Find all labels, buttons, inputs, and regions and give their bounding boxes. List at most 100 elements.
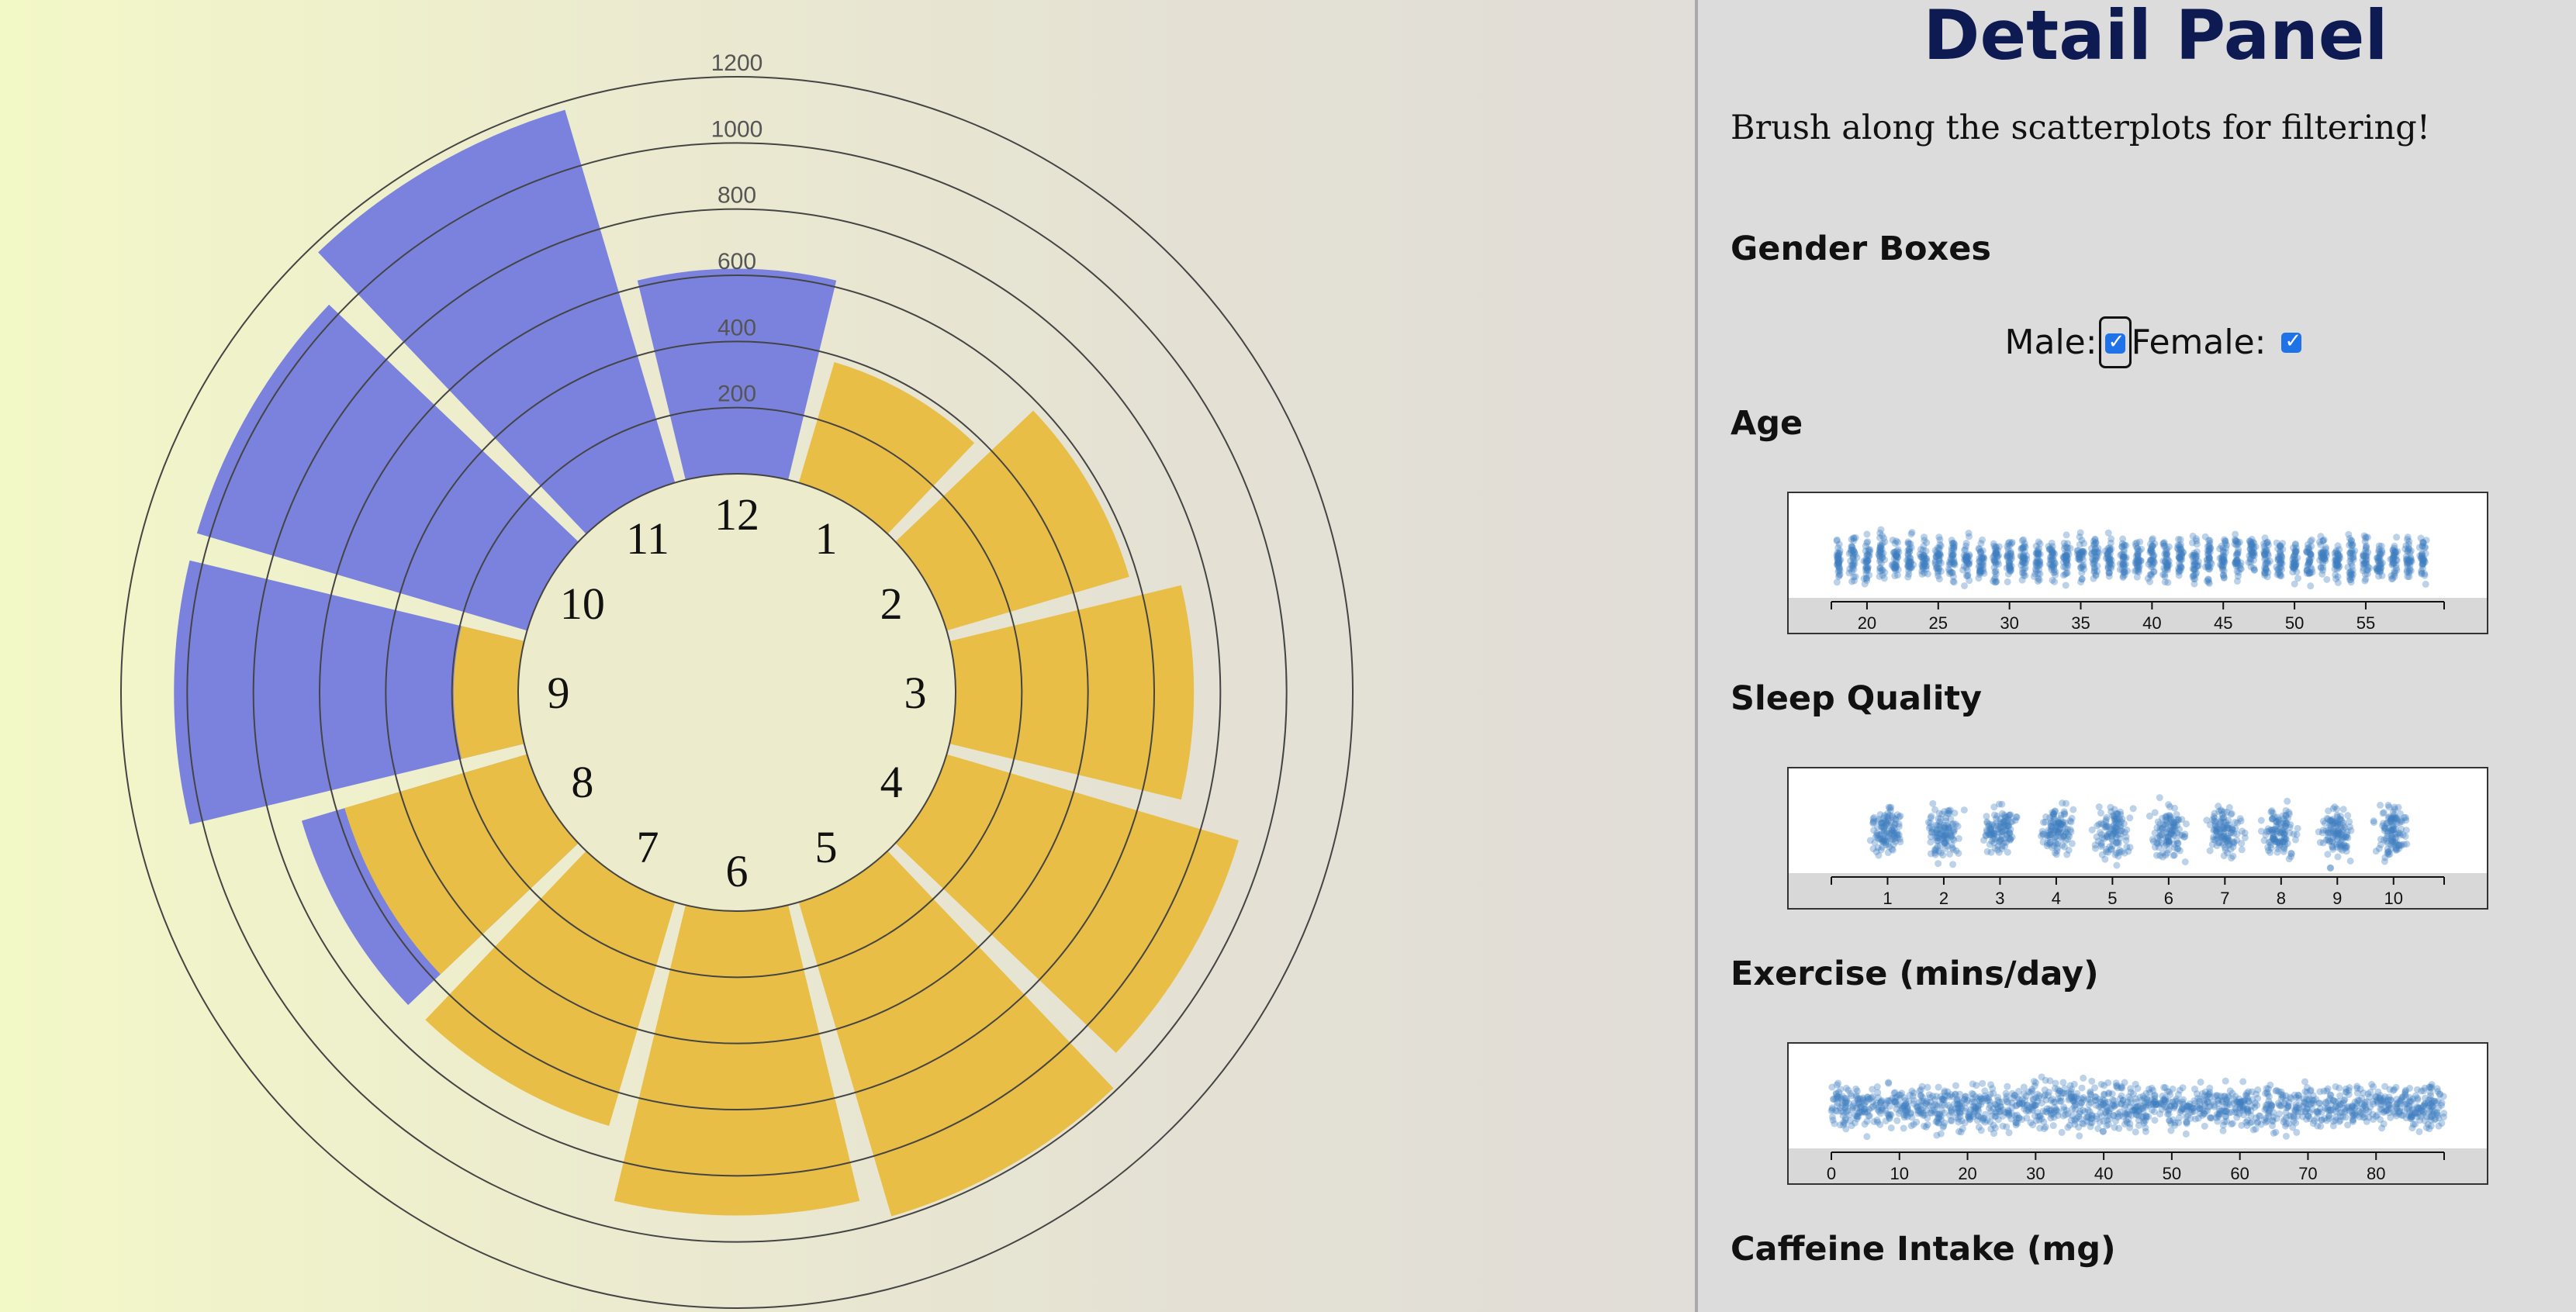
scatter-point [1962, 556, 1970, 564]
age-scatter-svg[interactable]: 20 25 30 35 40 45 50 55 [1789, 493, 2487, 633]
scatter-point [1882, 838, 1890, 846]
age-scatterplot[interactable]: 20 25 30 35 40 45 50 55 [1787, 492, 2488, 634]
scatter-point [1981, 1092, 1989, 1100]
sleep-scatter-svg[interactable]: 1 2 3 4 5 6 7 8 9 10 [1789, 768, 2487, 908]
scatter-point [2019, 544, 2027, 551]
scatter-point [2190, 1097, 2198, 1105]
scatter-point [1946, 806, 1954, 814]
scatter-point [1981, 1118, 1989, 1126]
scatter-point [2362, 552, 2370, 560]
scatter-point [2370, 1083, 2377, 1091]
bar-hour-6[interactable] [614, 905, 860, 1216]
bar-hour-3[interactable] [949, 585, 1195, 800]
scatter-point [2062, 819, 2069, 827]
scatter-point [2149, 556, 2157, 564]
scatter-point [2399, 1111, 2407, 1119]
scatter-point [2324, 829, 2332, 837]
scatter-point [1879, 837, 1887, 844]
scatter-point [2079, 547, 2087, 555]
scatter-point [1862, 558, 1870, 566]
scatter-point [1937, 821, 1945, 829]
scatter-point [2219, 825, 2227, 833]
scatter-point [2060, 544, 2068, 552]
scatter-point [1889, 827, 1897, 835]
scatter-point [2281, 828, 2289, 836]
scatter-point [2361, 560, 2369, 568]
scatter-point [2031, 1082, 2038, 1089]
scatter-point [2076, 549, 2084, 557]
scatter-point [2166, 813, 2174, 821]
bar-hour-5[interactable] [798, 851, 1114, 1217]
scatter-point [2041, 1125, 2049, 1133]
bar-hour-9-overlay[interactable] [174, 560, 524, 825]
scatter-point [1948, 550, 1955, 558]
scatter-point [2194, 1114, 2202, 1122]
scatter-point [2020, 571, 2028, 579]
scatter-point [1950, 546, 1958, 554]
scatter-point [2107, 832, 2115, 840]
scatter-point [1845, 1100, 1852, 1107]
scatter-point [2069, 1096, 2077, 1104]
scatter-point [1893, 1105, 1900, 1113]
scatter-point [2343, 831, 2351, 839]
scatter-point [2205, 545, 2213, 553]
scatter-point [2282, 1114, 2290, 1122]
scatter-point [2057, 814, 2065, 822]
scatter-point [2263, 827, 2270, 835]
scatter-point [1841, 1120, 1848, 1127]
scatter-point [2156, 827, 2164, 834]
scatter-point [2190, 571, 2198, 579]
scatter-point [2216, 826, 2224, 834]
scatter-point [1935, 568, 1942, 575]
scatter-point [1950, 561, 1958, 568]
scatter-point [2059, 553, 2067, 561]
scatter-point [2335, 830, 2343, 838]
scatter-point [1998, 800, 2006, 808]
scatter-point [2439, 1093, 2447, 1100]
scatter-point [1948, 544, 1955, 552]
scatter-point [2012, 1119, 2020, 1127]
bar-hour-7[interactable] [425, 851, 676, 1126]
scatter-point [2164, 559, 2172, 567]
scatter-point [2102, 554, 2110, 562]
bar-hour-11[interactable] [318, 109, 676, 534]
sleep-scatterplot[interactable]: 1 2 3 4 5 6 7 8 9 10 [1787, 767, 2488, 910]
exercise-scatter-svg[interactable]: 0 10 20 30 40 50 60 70 80 [1789, 1044, 2487, 1183]
bar-hour-12[interactable] [637, 268, 837, 480]
scatter-point [1892, 837, 1900, 845]
female-checkbox[interactable]: ✓ [2281, 330, 2302, 353]
scatter-point [2336, 552, 2343, 560]
male-checkbox[interactable]: ✓ [2104, 330, 2125, 354]
scatter-point [2190, 565, 2198, 573]
scatter-point [2132, 1104, 2140, 1112]
scatter-point [2325, 827, 2332, 834]
bar-hour-8[interactable] [344, 754, 579, 975]
bar-hour-10[interactable] [196, 304, 579, 631]
bar-hour-4[interactable] [895, 754, 1239, 1053]
scatter-point [2390, 813, 2398, 820]
scatter-point [2067, 818, 2075, 826]
scatter-point [2035, 566, 2043, 574]
scatter-point [2280, 819, 2287, 827]
bar-hour-1[interactable] [798, 362, 975, 534]
scatter-point [1887, 835, 1895, 843]
scatter-point [2192, 571, 2200, 578]
scatter-point [1933, 564, 1941, 571]
bar-hour-2[interactable] [895, 410, 1129, 631]
scatter-point [2056, 829, 2064, 837]
scatter-point [2389, 834, 2397, 841]
scatter-point [1907, 1109, 1915, 1117]
scatter-point [2291, 1107, 2298, 1114]
scatter-point [2205, 554, 2213, 562]
scatter-point [2132, 560, 2139, 568]
scatter-point [2329, 837, 2336, 845]
scatter-point [2148, 1096, 2156, 1103]
scatter-point [2388, 827, 2395, 834]
x-tick-label: 80 [2367, 1164, 2385, 1183]
exercise-scatterplot[interactable]: 0 10 20 30 40 50 60 70 80 [1787, 1042, 2488, 1185]
bar-hour-9[interactable] [453, 626, 524, 759]
scatter-point [2260, 543, 2268, 551]
scatter-point [2126, 1096, 2134, 1103]
scatter-point [2395, 844, 2403, 852]
scatter-point [2380, 820, 2388, 827]
